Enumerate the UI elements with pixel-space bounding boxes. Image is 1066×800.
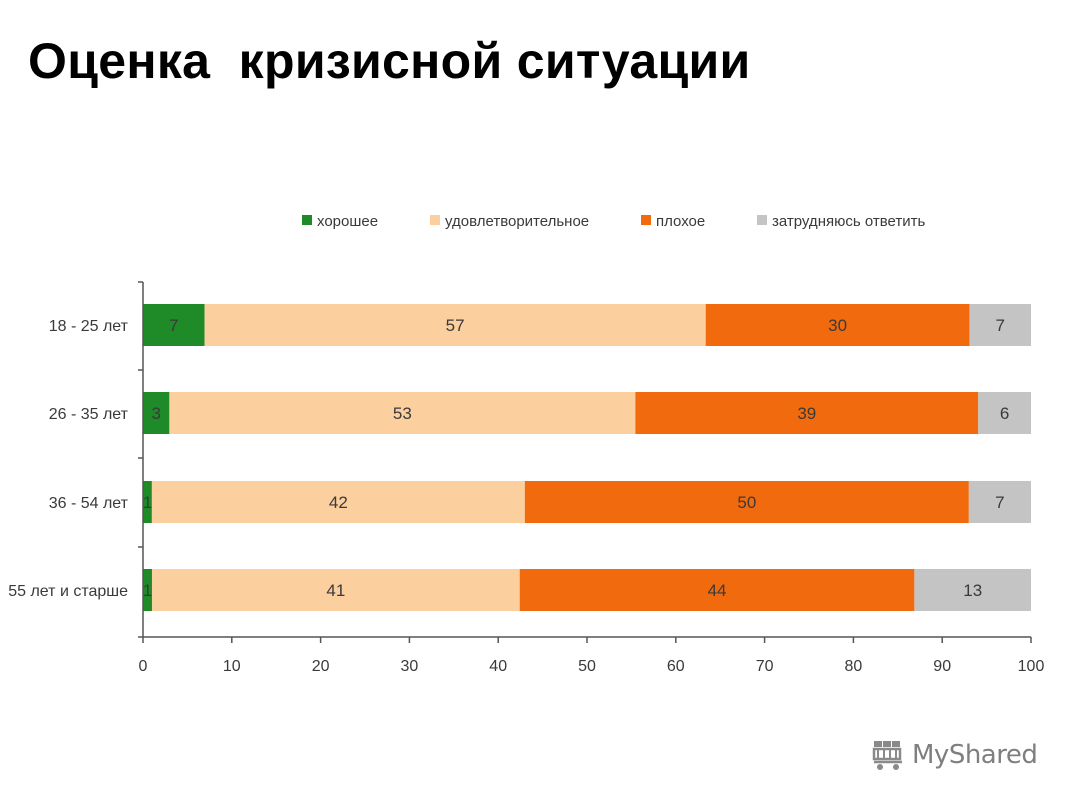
bar-segment-3-1 [151, 569, 520, 611]
bar-value-label-1-2: 39 [797, 404, 816, 423]
x-tick-label-7: 70 [756, 658, 774, 675]
bar-segment-1-1 [169, 392, 636, 434]
legend-label-2: плохое [656, 213, 705, 230]
bar-segment-3-3 [914, 569, 1031, 611]
bar-segment-1-0 [143, 392, 170, 434]
bar-segment-2-0 [143, 481, 152, 523]
category-label-0: 18 - 25 лет [49, 318, 129, 335]
watermark-logo: MyShared [872, 738, 1038, 772]
x-tick-label-5: 50 [578, 658, 596, 675]
x-tick-label-1: 10 [223, 658, 241, 675]
bar-segment-2-1 [151, 481, 525, 523]
category-labels: 18 - 25 лет 26 - 35 лет 36 - 54 лет 55 лет … [8, 318, 128, 600]
x-tick-label-8: 80 [845, 658, 863, 675]
legend-label-1: удовлетворительное [445, 213, 589, 230]
bar-value-label-1-3: 6 [1000, 404, 1009, 423]
legend-swatch-0 [302, 215, 312, 225]
legend-label-0: хорошее [317, 213, 378, 230]
legend-label-3: затрудняюсь ответить [772, 213, 925, 230]
watermark-text: MyShared [912, 740, 1038, 770]
bar-value-label-3-3: 13 [963, 581, 982, 600]
bar-segment-0-1 [204, 304, 706, 346]
x-tick-label-3: 30 [401, 658, 419, 675]
bar-value-label-1-0: 3 [151, 404, 160, 423]
x-axis-ticks: 0 10 20 30 40 50 60 70 80 90 100 [139, 637, 1045, 675]
bar-value-label-2-0: 1 [143, 493, 152, 512]
category-label-1: 26 - 35 лет [49, 406, 129, 423]
legend-swatch-1 [430, 215, 440, 225]
bar-value-label-3-0: 1 [143, 581, 152, 600]
bar-segment-2-2 [524, 481, 969, 523]
x-tick-label-0: 0 [139, 658, 148, 675]
page-title: Оценка кризисной ситуации [28, 33, 751, 89]
bar-value-label-0-0: 7 [169, 316, 178, 335]
bar-segment-3-0 [143, 569, 152, 611]
bars: 7 57 30 7 3 53 39 6 1 42 50 7 1 41 44 13 [143, 304, 1031, 611]
bar-value-label-3-1: 41 [326, 581, 345, 600]
x-tick-label-6: 60 [667, 658, 685, 675]
bar-segment-3-2 [519, 569, 915, 611]
bar-segment-1-3 [978, 392, 1031, 434]
bar-value-label-2-1: 42 [329, 493, 348, 512]
bar-segment-0-2 [705, 304, 970, 346]
bar-value-label-0-3: 7 [995, 316, 1004, 335]
bar-value-label-0-2: 30 [828, 316, 847, 335]
legend-swatch-3 [757, 215, 767, 225]
x-tick-label-10: 100 [1018, 658, 1045, 675]
bar-value-label-2-3: 7 [995, 493, 1004, 512]
bar-value-label-3-2: 44 [708, 581, 727, 600]
bar-value-label-1-1: 53 [393, 404, 412, 423]
cart-icon [872, 741, 902, 770]
x-tick-label-9: 90 [933, 658, 951, 675]
category-label-3: 55 лет и старше [8, 583, 128, 600]
chart-legend: хорошее удовлетворительное плохое затрудняю… [302, 213, 925, 230]
bar-segment-2-3 [968, 481, 1031, 523]
bar-value-label-2-2: 50 [737, 493, 756, 512]
x-tick-label-2: 20 [312, 658, 330, 675]
x-tick-label-4: 40 [489, 658, 507, 675]
legend-swatch-2 [641, 215, 651, 225]
bar-value-label-0-1: 57 [446, 316, 465, 335]
bar-segment-0-0 [143, 304, 205, 346]
category-label-2: 36 - 54 лет [49, 495, 129, 512]
bar-segment-1-2 [635, 392, 979, 434]
bar-segment-0-3 [969, 304, 1031, 346]
